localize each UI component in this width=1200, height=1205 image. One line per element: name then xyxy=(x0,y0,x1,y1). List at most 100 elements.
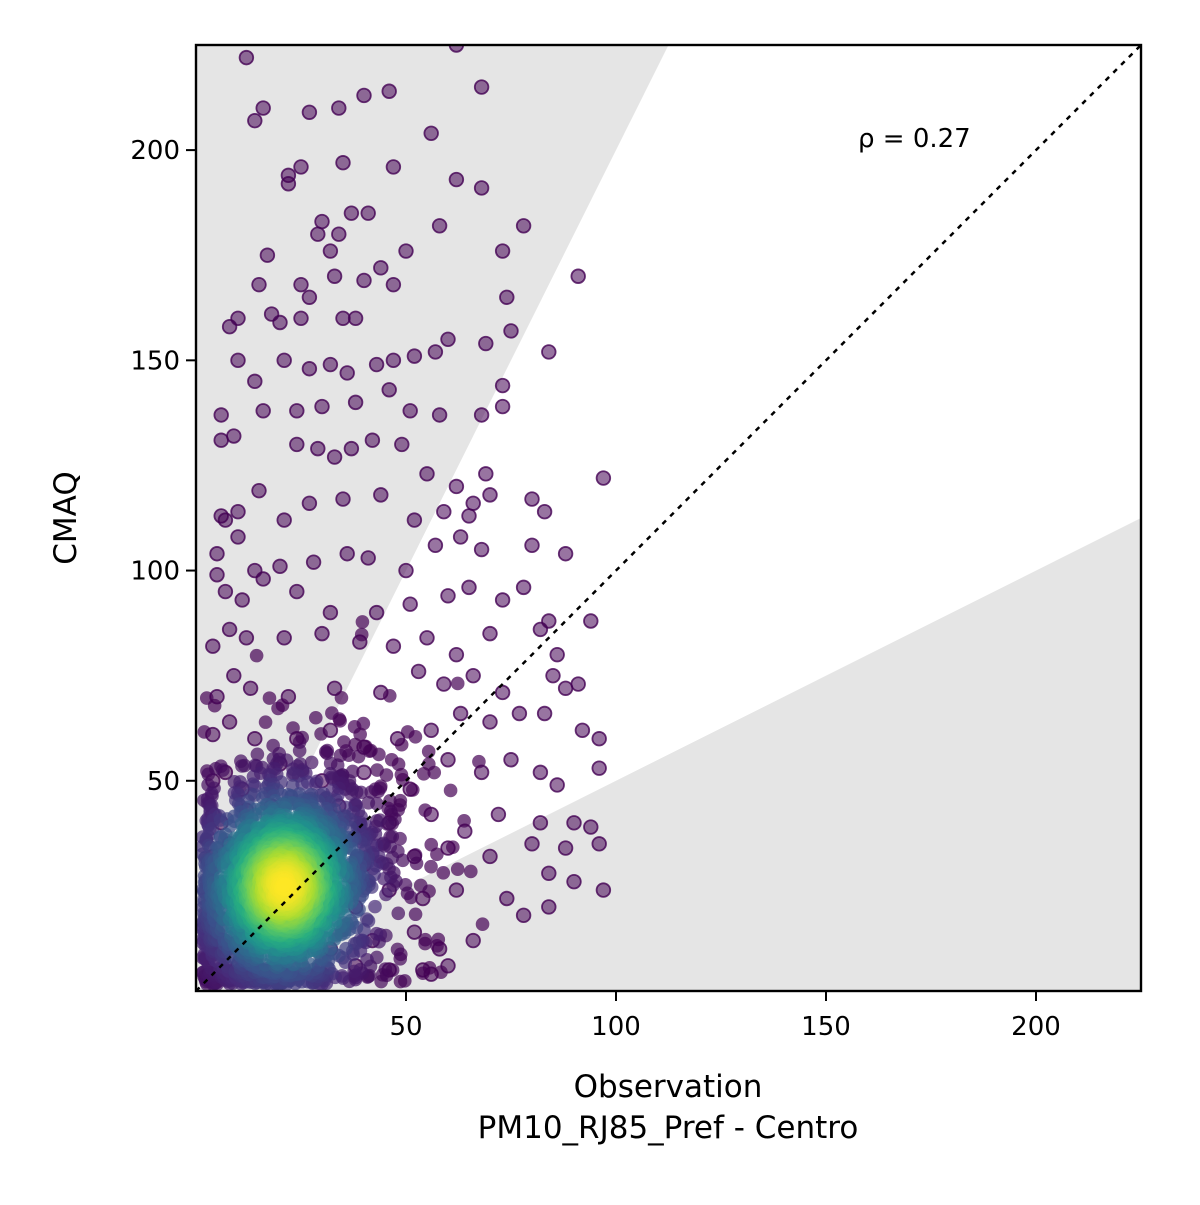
scatter-point xyxy=(536,503,553,520)
scatter-point xyxy=(347,964,361,979)
scatter-point xyxy=(370,763,384,777)
scatter-point xyxy=(339,546,355,562)
scatter-point xyxy=(310,226,326,242)
scatter-point xyxy=(247,112,263,129)
scatter-point xyxy=(339,365,355,381)
scatter-point xyxy=(322,356,339,373)
scatter-point xyxy=(343,440,360,457)
scatter-point xyxy=(207,698,222,713)
scatter-point xyxy=(362,744,377,759)
scatter-point xyxy=(448,171,465,188)
scatter-point xyxy=(475,917,490,932)
scatter-point xyxy=(301,495,318,511)
scatter-point xyxy=(423,722,439,739)
scatter-point xyxy=(272,558,288,575)
scatter-point xyxy=(217,512,234,528)
scatter-point xyxy=(237,758,252,773)
scatter-point xyxy=(591,760,607,776)
scatter-point xyxy=(427,344,444,360)
scatter-point xyxy=(448,478,465,495)
scatter-point xyxy=(276,512,292,528)
scatter-point xyxy=(343,205,360,221)
scatter-point xyxy=(258,715,273,729)
scatter-point xyxy=(381,801,395,816)
scatter-point xyxy=(450,862,465,877)
scatter-point xyxy=(457,813,471,828)
scatter-point xyxy=(398,562,414,579)
scatter-point xyxy=(368,899,382,914)
scatter-point xyxy=(217,583,234,600)
scatter-point xyxy=(482,848,498,865)
scatter-point xyxy=(230,352,246,369)
scatter-point xyxy=(570,268,586,284)
scatter-point xyxy=(379,887,393,902)
scatter-point xyxy=(465,495,481,511)
scatter-point xyxy=(440,588,456,604)
scatter-point xyxy=(250,747,265,762)
correlation-annotation: ρ = 0.27 xyxy=(858,124,971,154)
scatter-point xyxy=(262,691,277,705)
scatter-point xyxy=(409,856,424,871)
scatter-point xyxy=(557,680,574,696)
scatter-point xyxy=(402,596,418,612)
scatter-point xyxy=(446,840,460,854)
scatter-point xyxy=(323,756,338,771)
scatter-point xyxy=(478,335,494,352)
scatter-point xyxy=(353,727,367,742)
scatter-point xyxy=(255,403,271,419)
scatter-point xyxy=(541,344,557,360)
scatter-point xyxy=(473,407,490,423)
scatter-point xyxy=(251,276,267,293)
scatter-point xyxy=(385,638,402,654)
scatter-point xyxy=(247,731,263,747)
scatter-point xyxy=(557,546,574,562)
scatter-point xyxy=(515,907,532,924)
scatter-point xyxy=(418,932,433,947)
scatter-point xyxy=(314,625,330,642)
x-axis-sublabel: PM10_RJ85_Pref - Centro xyxy=(478,1110,859,1146)
scatter-point xyxy=(549,646,565,663)
scatter-point xyxy=(331,226,347,242)
scatter-point xyxy=(398,243,414,259)
scatter-point xyxy=(443,783,458,798)
scatter-point xyxy=(595,470,612,486)
scatter-point xyxy=(322,604,339,621)
scatter-point xyxy=(574,722,591,739)
scatter-point xyxy=(360,550,376,566)
scatter-point xyxy=(440,752,456,768)
scatter-point xyxy=(406,348,423,364)
y-tick-label: 150 xyxy=(130,346,180,376)
scatter-point xyxy=(402,403,418,419)
scatter-point xyxy=(494,398,511,415)
scatter-point xyxy=(583,613,599,629)
scatter-point xyxy=(424,859,438,874)
scatter-point xyxy=(360,205,376,221)
scatter-point xyxy=(461,508,477,524)
scatter-point xyxy=(289,403,305,419)
scatter-point xyxy=(276,352,292,369)
scatter-point xyxy=(545,667,561,684)
scatter-point xyxy=(347,310,364,326)
y-tick-label: 100 xyxy=(130,557,180,587)
scatter-point xyxy=(436,503,452,520)
scatter-point xyxy=(251,482,267,499)
scatter-point xyxy=(335,155,351,171)
scatter-point xyxy=(249,648,264,663)
scatter-point xyxy=(230,310,246,326)
scatter-point xyxy=(436,676,452,692)
scatter-point xyxy=(494,377,511,394)
scatter-point xyxy=(289,583,305,600)
scatter-point xyxy=(356,272,372,289)
scatter-point xyxy=(255,100,271,116)
scatter-point xyxy=(314,727,328,741)
scatter-point xyxy=(434,965,448,980)
scatter-point xyxy=(364,785,379,799)
x-tick-label: 200 xyxy=(1011,1012,1061,1042)
scatter-point xyxy=(490,806,507,823)
scatter-point xyxy=(482,487,498,503)
x-axis-label: Observation xyxy=(574,1069,763,1105)
scatter-point xyxy=(356,87,372,104)
scatter-point xyxy=(276,878,291,892)
y-axis-label: CMAQ xyxy=(48,471,84,564)
scatter-point xyxy=(247,373,263,390)
